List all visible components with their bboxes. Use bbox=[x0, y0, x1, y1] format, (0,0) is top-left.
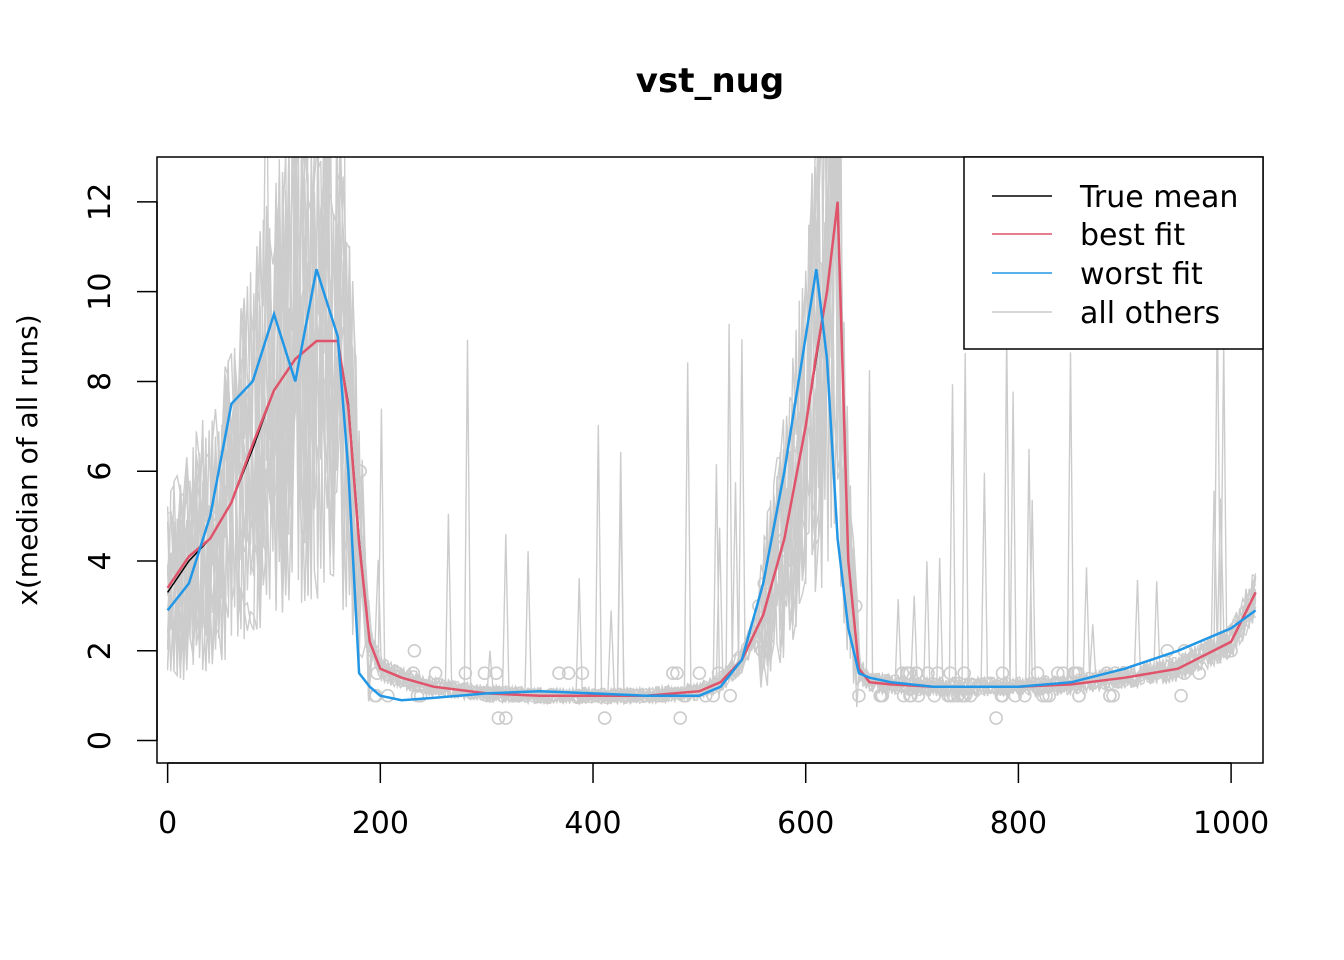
other-run-point bbox=[1072, 688, 1086, 703]
other-run-point bbox=[755, 643, 769, 658]
other-run-point bbox=[597, 711, 612, 725]
other-run-point bbox=[407, 643, 422, 658]
other-run-point bbox=[495, 688, 510, 703]
other-run-point bbox=[873, 688, 888, 703]
x-axis: 0 200 400 600 800 1000 bbox=[158, 762, 1269, 841]
other-run-point bbox=[903, 688, 917, 703]
other-run-point bbox=[1066, 666, 1081, 681]
other-run-point bbox=[1106, 688, 1120, 703]
legend: True mean best fit worst fit all others bbox=[963, 156, 1264, 350]
other-run-point bbox=[561, 666, 576, 681]
other-run-point bbox=[491, 711, 506, 725]
other-run-point bbox=[911, 688, 926, 703]
other-run-point bbox=[1042, 688, 1056, 703]
other-run-point bbox=[957, 666, 972, 681]
other-run-point bbox=[895, 666, 910, 681]
other-run-point bbox=[428, 666, 443, 681]
other-run-point bbox=[370, 666, 384, 681]
y-axis: 0 2 4 6 8 10 12 bbox=[83, 183, 158, 750]
all-others-series bbox=[166, 157, 1257, 708]
legend-label-true-mean: True mean bbox=[1079, 180, 1238, 215]
x-tick-label: 600 bbox=[777, 806, 834, 841]
other-run-point bbox=[758, 643, 773, 658]
worst-fit-line bbox=[166, 268, 1257, 702]
other-run-point bbox=[989, 711, 1003, 725]
other-run-point bbox=[552, 666, 566, 681]
other-run-point bbox=[665, 666, 680, 681]
chart-title: vst_nug bbox=[636, 61, 784, 101]
other-run-point bbox=[673, 711, 688, 725]
other-run-point bbox=[927, 688, 942, 703]
other-run-point bbox=[489, 666, 504, 681]
other-run-point bbox=[995, 666, 1010, 681]
other-run-point bbox=[406, 666, 421, 681]
other-run-point bbox=[692, 666, 707, 681]
other-run-point bbox=[930, 666, 945, 681]
other-run-point bbox=[909, 666, 924, 681]
y-tick-label: 0 bbox=[83, 731, 118, 750]
other-run-point bbox=[848, 599, 863, 613]
other-run-point bbox=[1056, 666, 1070, 681]
other-run-point bbox=[899, 666, 914, 681]
other-run-point bbox=[1030, 666, 1045, 681]
x-tick-label: 200 bbox=[352, 806, 409, 841]
y-tick-label: 6 bbox=[83, 462, 118, 481]
legend-box bbox=[963, 156, 1264, 350]
x-tick-label: 400 bbox=[564, 806, 621, 841]
other-run-point bbox=[349, 531, 363, 546]
y-tick-label: 4 bbox=[83, 551, 118, 570]
other-run-point bbox=[958, 688, 973, 703]
other-run-point bbox=[776, 486, 791, 501]
other-run-point bbox=[413, 688, 428, 703]
other-run-point bbox=[366, 643, 380, 658]
other-run-point bbox=[943, 666, 958, 681]
y-tick-label: 10 bbox=[83, 273, 118, 311]
other-run-point bbox=[711, 666, 726, 681]
other-run-point bbox=[779, 554, 794, 568]
other-run-point bbox=[1018, 688, 1032, 703]
other-run-point bbox=[1160, 643, 1175, 658]
y-tick-label: 8 bbox=[83, 372, 118, 391]
x-tick-label: 0 bbox=[158, 806, 177, 841]
y-tick-label: 12 bbox=[83, 183, 118, 221]
other-run-point bbox=[896, 688, 911, 703]
other-run-point bbox=[723, 688, 738, 703]
other-run-point bbox=[941, 688, 956, 703]
other-run-point bbox=[410, 688, 425, 703]
other-run-point bbox=[852, 688, 866, 703]
legend-label-all-others: all others bbox=[1080, 296, 1220, 331]
other-run-line bbox=[166, 157, 1257, 706]
other-run-point bbox=[1071, 666, 1085, 681]
y-tick-label: 2 bbox=[83, 641, 118, 660]
other-run-point bbox=[1051, 666, 1065, 681]
other-run-point bbox=[1174, 688, 1188, 703]
x-tick-label: 800 bbox=[990, 806, 1047, 841]
legend-label-best-fit: best fit bbox=[1080, 218, 1185, 253]
other-run-point bbox=[995, 688, 1010, 703]
x-tick-label: 1000 bbox=[1193, 806, 1269, 841]
other-run-point bbox=[963, 688, 978, 703]
other-run-point bbox=[1192, 666, 1206, 681]
other-run-point bbox=[458, 666, 473, 681]
other-run-point bbox=[1177, 666, 1192, 681]
y-axis-label: x(median of all runs) bbox=[11, 314, 44, 605]
other-run-point bbox=[206, 599, 221, 613]
fit-lines bbox=[166, 201, 1257, 702]
other-run-point bbox=[1224, 643, 1238, 658]
other-run-point bbox=[498, 711, 513, 725]
other-run-point bbox=[575, 666, 590, 681]
legend-label-worst-fit: worst fit bbox=[1080, 257, 1203, 292]
other-run-point bbox=[670, 666, 684, 681]
